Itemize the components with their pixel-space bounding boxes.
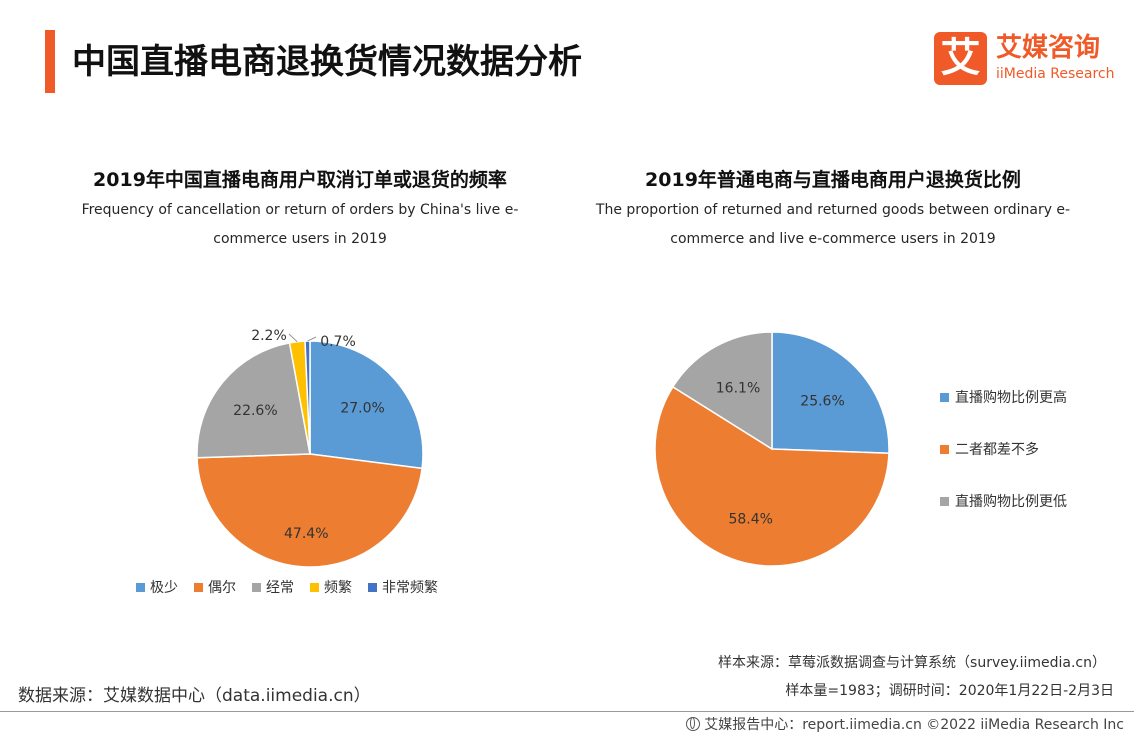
- chart1-label-0: 27.0%: [340, 401, 384, 417]
- chart1-legend-swatch-1: [194, 582, 203, 592]
- chart1-label-1: 47.4%: [284, 526, 328, 542]
- chart1-legend-label-1: 偶尔: [208, 580, 236, 596]
- iimedia-logo: 艾 艾媒咨询 iiMedia Research: [934, 32, 1124, 88]
- data-source: 数据来源：艾媒数据中心（data.iimedia.cn）: [18, 686, 371, 706]
- logo-mark: 艾: [934, 32, 987, 85]
- chart1-legend: 极少 偶尔 经常 频繁 非常频繁: [136, 577, 438, 597]
- chart1-label-4: 0.7%: [320, 334, 356, 350]
- logo-cn-text: 艾媒咨询: [996, 33, 1101, 63]
- chart1-subtitle: Frequency of cancellation or return of o…: [81, 202, 519, 247]
- chart1-legend-label-3: 频繁: [324, 580, 352, 596]
- chart1-legend-item-0: 极少: [136, 577, 178, 597]
- sample-source: 样本来源：草莓派数据调查与计算系统（survey.iimedia.cn）: [718, 655, 1106, 671]
- chart1-legend-swatch-3: [310, 582, 319, 592]
- chart2-legend-item-1: 二者都差不多: [940, 437, 1067, 461]
- chart2-slice-1: [654, 385, 890, 567]
- chart1-leader-4: [307, 336, 317, 342]
- chart2-legend: 直播购物比例更高 二者都差不多直播购物比例更低: [940, 385, 1067, 541]
- chart1-legend-swatch-0: [136, 582, 145, 592]
- chart1-slice-0: [309, 340, 424, 470]
- chart2-legend-swatch-0: [940, 392, 949, 402]
- chart1-label-3: 2.2%: [251, 328, 287, 344]
- chart1-legend-swatch-4: [368, 582, 377, 592]
- chart2-label-0: 25.6%: [800, 393, 844, 409]
- chart1-slice-2: [196, 341, 311, 459]
- chart2-legend-label-0: 直播购物比例更高: [955, 390, 1067, 406]
- globe-icon: [686, 717, 701, 731]
- chart1-legend-label-0: 极少: [150, 580, 178, 596]
- chart1-legend-item-2: 经常: [252, 577, 294, 597]
- chart2-label-2: 16.1%: [716, 381, 760, 397]
- page-title: 中国直播电商退换货情况数据分析: [72, 42, 582, 82]
- chart2-title: 2019年普通电商与直播电商用户退换货比例: [645, 169, 1021, 191]
- chart2-label-1: 58.4%: [728, 511, 772, 527]
- chart1-legend-label-4: 非常频繁: [382, 580, 438, 596]
- chart1-title: 2019年中国直播电商用户取消订单或退货的频率: [93, 169, 507, 191]
- chart1-legend-item-4: 非常频繁: [368, 577, 438, 597]
- chart2-subtitle: The proportion of returned and returned …: [595, 202, 1071, 247]
- chart2-legend-item-2: 直播购物比例更低: [940, 489, 1067, 513]
- chart1-legend-item-1: 偶尔: [194, 577, 236, 597]
- chart2-slice-0: [771, 331, 890, 454]
- chart1-slice-1: [196, 453, 423, 568]
- chart1-legend-label-2: 经常: [266, 580, 294, 596]
- chart1-legend-swatch-2: [252, 582, 261, 592]
- footer-divider: [0, 711, 1134, 712]
- chart2-slice-2: [671, 331, 773, 451]
- chart1-label-2: 22.6%: [233, 403, 277, 419]
- chart2-legend-swatch-2: [940, 496, 949, 506]
- title-accent-bar: [45, 30, 55, 93]
- chart1-legend-item-3: 频繁: [310, 577, 352, 597]
- footer: 艾媒报告中心：report.iimedia.cn ©2022 iiMedia R…: [686, 714, 1124, 734]
- logo-en-text: iiMedia Research: [996, 66, 1115, 82]
- chart2-legend-item-0: 直播购物比例更高: [940, 385, 1067, 409]
- chart2-legend-label-1: 二者都差不多: [955, 442, 1039, 458]
- chart2-legend-label-2: 直播购物比例更低: [955, 494, 1067, 510]
- footer-text: 艾媒报告中心：report.iimedia.cn ©2022 iiMedia R…: [704, 717, 1124, 733]
- chart1-leader-3: [288, 333, 298, 343]
- chart2-legend-swatch-1: [940, 444, 949, 454]
- sample-info: 样本量=1983；调研时间：2020年1月22日-2月3日: [785, 683, 1114, 699]
